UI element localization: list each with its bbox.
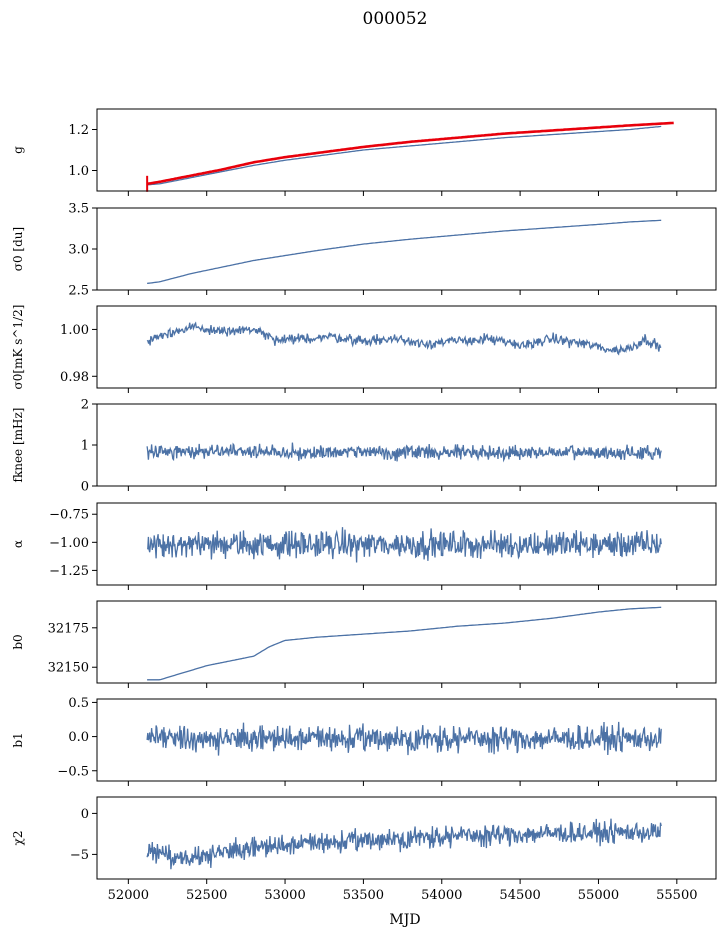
x-tick-label: 54500 (499, 888, 540, 903)
series-line-1 (147, 606, 662, 681)
y-tick-label: 1 (81, 439, 89, 454)
y-tick-label: 3.5 (68, 202, 89, 217)
y-tick-label: 0.98 (60, 370, 89, 385)
panel-7: −0.5 0.0 0.5 b1 (11, 696, 717, 786)
panels: 1.0 1.2 g 2.5 3.0 3.5 σ0 [du] 0.98 1.00 σ0[mK s^1… (11, 108, 717, 903)
axes-frame (96, 108, 717, 192)
panel-1: 1.0 1.2 g (11, 108, 717, 196)
panel-3: 0.98 1.00 σ0[mK s^1/2] (11, 305, 717, 393)
y-tick-label: 1.2 (68, 123, 89, 138)
y-tick-label: 3.0 (68, 243, 89, 258)
y-tick-label: −0.5 (57, 764, 89, 779)
y-tick-label: 0.5 (68, 696, 89, 711)
series-line-1 (146, 818, 662, 870)
panel-8: −5 0 52000 52500 53000 53500 54000 54500 55000 55… (11, 796, 717, 903)
y-axis-label: fknee [mHz] (11, 408, 25, 483)
x-tick-label: 52500 (186, 888, 227, 903)
y-axis-label: σ0 [du] (11, 227, 25, 271)
y-tick-label: 0 (81, 480, 89, 495)
y-tick-label: 1.0 (68, 164, 89, 179)
series-line-1 (146, 442, 662, 463)
panel-6: 32150 32175 b0 (11, 600, 717, 688)
series-line-2 (146, 121, 674, 186)
series-line-1 (147, 125, 662, 186)
x-axis-label: MJD (389, 912, 420, 928)
y-tick-label: −1.25 (49, 564, 89, 579)
y-axis-label: σ0[mK s^1/2] (11, 305, 25, 390)
y-tick-label: 32150 (48, 661, 89, 676)
x-tick-label: 53000 (264, 888, 305, 903)
y-tick-label: −1.00 (49, 536, 89, 551)
y-axis-label: b1 (11, 732, 25, 747)
x-tick-label: 55000 (578, 888, 619, 903)
y-tick-label: 2 (81, 398, 89, 413)
series-line-1 (146, 321, 662, 356)
x-tick-label: 55500 (656, 888, 697, 903)
axes-frame (96, 698, 717, 782)
series-line-1 (147, 527, 662, 563)
panel-4: 0 1 2 fknee [mHz] (11, 398, 717, 495)
panel-5: −1.25 −1.00 −0.75 α (11, 502, 717, 590)
y-tick-label: 32175 (48, 621, 89, 636)
figure-title: 000052 (363, 9, 428, 29)
panel-2: 2.5 3.0 3.5 σ0 [du] (11, 202, 717, 299)
x-tick-label: 52000 (108, 888, 149, 903)
y-tick-label: 0.0 (68, 730, 89, 745)
y-tick-label: 0 (81, 807, 89, 822)
axes-frame (96, 796, 717, 880)
axes-frame (96, 207, 717, 291)
y-tick-label: 1.00 (60, 323, 89, 338)
y-axis-label: g (11, 146, 25, 154)
y-axis-label: b0 (11, 634, 25, 649)
axes-frame (96, 305, 717, 389)
axes-frame (96, 502, 717, 586)
y-tick-label: −0.75 (49, 508, 89, 523)
x-tick-label: 54000 (421, 888, 462, 903)
y-tick-label: −5 (70, 848, 89, 863)
y-axis-label: χ2 (11, 831, 25, 846)
series-line-1 (146, 721, 662, 756)
axes-frame (96, 600, 717, 684)
y-tick-label: 2.5 (68, 284, 89, 299)
series-line-1 (147, 219, 662, 285)
x-tick-label: 53500 (343, 888, 384, 903)
y-axis-label: α (11, 540, 25, 548)
